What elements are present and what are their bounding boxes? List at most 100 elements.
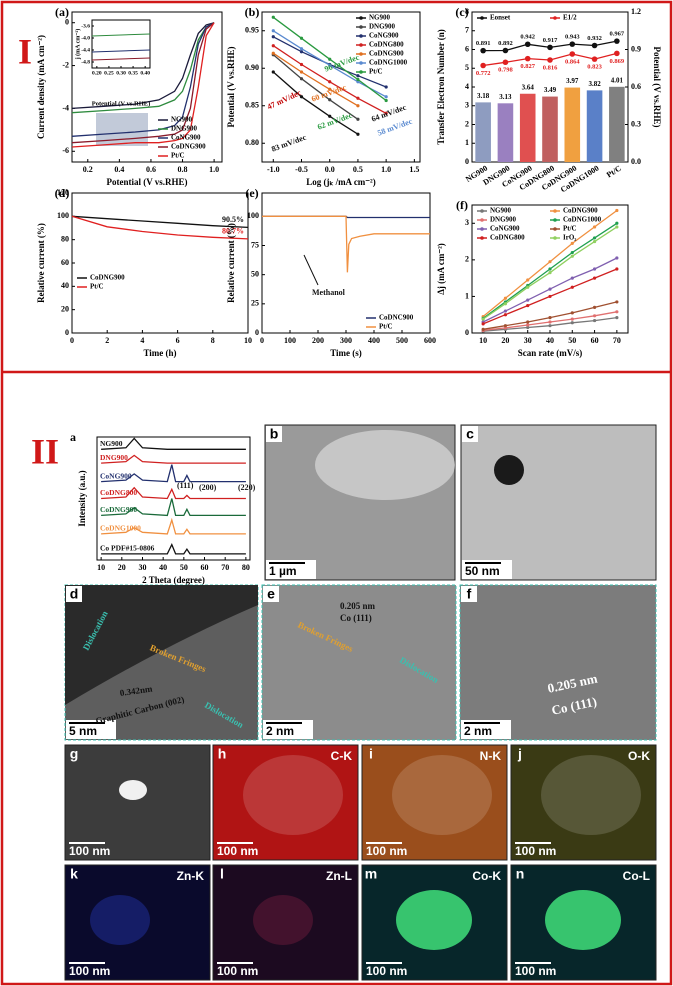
- legend-entry: E1/2: [563, 14, 577, 22]
- series-line: [71, 215, 249, 229]
- series-marker: [271, 44, 275, 48]
- y-tick-label: 0.95: [245, 26, 259, 35]
- x-axis-label: 2 Theta (degree): [142, 575, 205, 585]
- x-tick-label: 0.8: [178, 165, 188, 174]
- series-line: [101, 543, 246, 555]
- y-tick-label: -2: [62, 60, 69, 69]
- series-marker: [299, 50, 304, 54]
- series-marker: [615, 267, 619, 271]
- particle: [396, 890, 472, 950]
- x-tick-label: 2: [105, 336, 109, 345]
- x-tick-label: 40: [159, 563, 167, 572]
- y-tick-label: 20: [61, 304, 69, 313]
- y-tick-label: 0: [465, 328, 469, 337]
- series-marker: [328, 63, 332, 67]
- series-line: [101, 486, 246, 500]
- x-tick-label: 1.5: [409, 165, 419, 174]
- series-marker: [481, 327, 485, 331]
- series-line: [272, 54, 359, 120]
- micrograph: [361, 744, 508, 861]
- point-value-label: 0.891: [476, 40, 491, 47]
- scale-bar-bg: [461, 720, 511, 739]
- series-marker: [503, 296, 508, 300]
- bar: [564, 87, 581, 162]
- legend-marker: [480, 218, 484, 222]
- series-marker: [615, 310, 619, 314]
- series-marker: [526, 320, 530, 324]
- scale-bar-bg: [66, 720, 116, 739]
- panel-letter-bg: [462, 426, 478, 442]
- y-tick-label: 25: [251, 299, 259, 308]
- x-tick-label: 70: [613, 336, 621, 345]
- y-axis-label: Intensity (a.u.): [77, 470, 87, 526]
- y2-tick-label: 0.9: [631, 44, 641, 53]
- plot-frame: [71, 192, 249, 334]
- series-marker: [570, 311, 574, 315]
- x-tick-label: 600: [424, 336, 436, 345]
- scale-bar-label: 2 nm: [464, 724, 492, 738]
- series-marker: [570, 321, 574, 325]
- y2-tick-label: 1.2: [631, 7, 641, 16]
- series-marker: [524, 55, 531, 62]
- series-marker: [615, 225, 619, 229]
- series-line: [101, 464, 246, 483]
- series-marker: [356, 132, 360, 136]
- panel-letter-bg: [266, 426, 282, 442]
- y-axis-label: Relative current (%): [226, 223, 236, 303]
- y-axis-label: Relative current (%): [36, 223, 46, 303]
- series-line: [272, 52, 359, 107]
- x-tick-label: 4: [140, 336, 144, 345]
- series-marker: [271, 15, 275, 19]
- trace-label: CoDNG800: [100, 488, 137, 497]
- y-tick-label: 4: [465, 82, 469, 91]
- series-marker: [328, 98, 332, 102]
- series-marker: [547, 44, 553, 51]
- series-marker: [356, 96, 360, 100]
- series-marker: [614, 38, 620, 44]
- y-tick-label: -4: [62, 103, 69, 112]
- panel-letter: e: [267, 586, 275, 602]
- annotation: (220): [238, 483, 256, 492]
- series-line: [101, 498, 246, 517]
- series-marker: [569, 41, 576, 47]
- series-marker: [548, 320, 552, 324]
- y-tick-label: 100: [57, 211, 69, 220]
- series-marker: [481, 317, 485, 321]
- series-marker: [356, 117, 360, 121]
- panel-label: (d): [55, 186, 70, 200]
- image-annotation: 0.342nm: [119, 683, 153, 698]
- inset-x-tick-label: 0.20: [92, 70, 102, 76]
- bar: [497, 103, 514, 162]
- scale-bar-label: 2 nm: [266, 724, 294, 738]
- annotation: (111): [177, 481, 194, 490]
- series-marker: [570, 276, 574, 280]
- series-marker: [548, 260, 552, 264]
- panel-letter-bg: [66, 586, 82, 602]
- bar: [586, 90, 603, 162]
- legend-marker: [553, 227, 557, 231]
- micrograph: [459, 584, 657, 741]
- panel-letter: i: [369, 746, 373, 762]
- y-tick-label: 0.90: [245, 63, 259, 72]
- y-tick-label: 3: [465, 218, 469, 227]
- series-marker: [503, 309, 508, 313]
- series-marker: [384, 85, 388, 89]
- panel-letter: c: [466, 426, 474, 442]
- point-value-label: 0.823: [587, 64, 602, 71]
- inset-trace: [91, 33, 151, 37]
- texture: [243, 755, 343, 835]
- inset-frame: [91, 19, 151, 69]
- point-value-label: 0.798: [498, 67, 513, 74]
- scale-bar-label: 100 nm: [366, 844, 407, 858]
- x-tick-label: 30: [138, 563, 146, 572]
- series-marker: [592, 239, 597, 244]
- panel-letter: m: [365, 866, 377, 882]
- series-marker: [481, 322, 485, 326]
- legend-marker: [359, 34, 363, 38]
- x-tick-label: 0: [260, 336, 264, 345]
- point-value-label: 90.5%: [222, 215, 244, 224]
- series-marker: [328, 80, 332, 84]
- series-marker: [570, 285, 574, 289]
- bar-value-label: 3.64: [522, 83, 535, 91]
- series-marker: [570, 241, 574, 245]
